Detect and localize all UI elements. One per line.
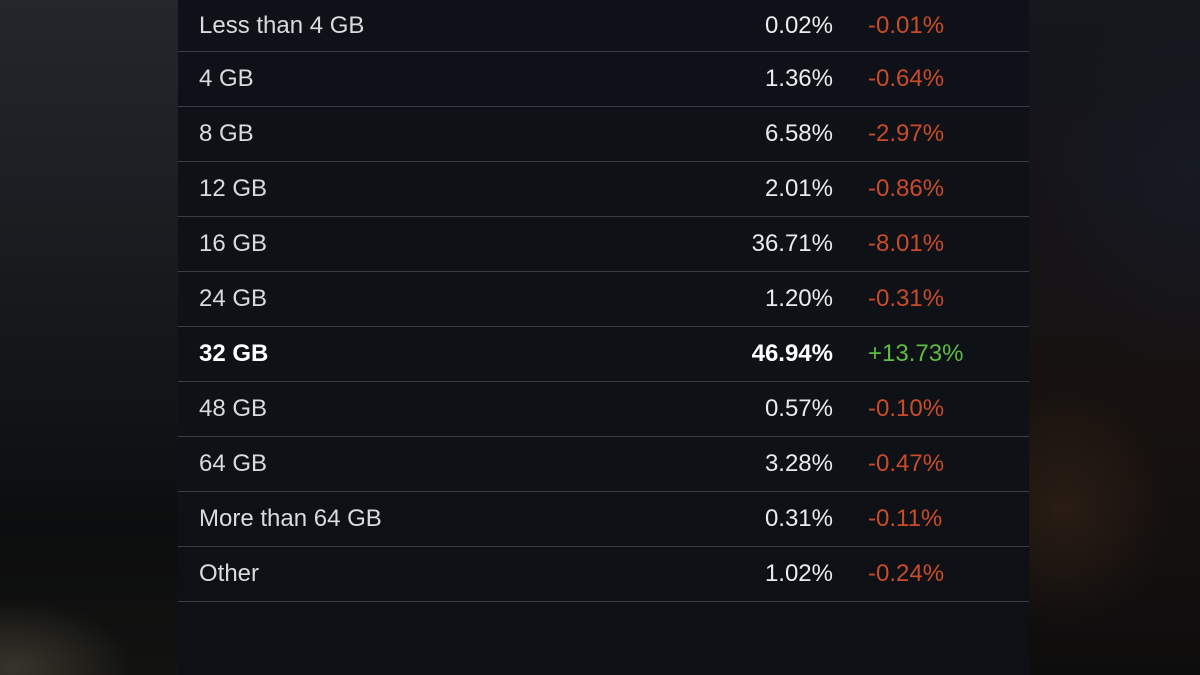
ram-row-share: 3.28% bbox=[764, 450, 833, 477]
ram-row-change: -0.11% bbox=[868, 505, 943, 532]
ram-row-share: 0.31% bbox=[764, 505, 833, 532]
table-row: 8 GB 6.58% -2.97% bbox=[178, 107, 1029, 162]
ram-row-change: +13.73% bbox=[868, 340, 964, 367]
table-row: 24 GB 1.20% -0.31% bbox=[178, 272, 1029, 327]
table-row: 16 GB 36.71% -8.01% bbox=[178, 217, 1029, 272]
ram-row-share: 1.20% bbox=[764, 285, 833, 312]
ram-row-label: 48 GB bbox=[199, 395, 268, 422]
ram-row-share: 6.58% bbox=[764, 120, 833, 147]
ram-survey-panel: Less than 4 GB 0.02% -0.01% 4 GB 1.36% -… bbox=[178, 0, 1029, 675]
ram-row-share: 0.02% bbox=[764, 11, 833, 39]
ram-row-label: More than 64 GB bbox=[199, 505, 382, 532]
ram-row-label: 4 GB bbox=[199, 65, 254, 92]
table-row: 12 GB 2.01% -0.86% bbox=[178, 162, 1029, 217]
table-row: Other 1.02% -0.24% bbox=[178, 547, 1029, 602]
ram-row-share: 0.57% bbox=[764, 395, 833, 422]
ram-row-change: -0.47% bbox=[868, 450, 945, 477]
ram-row-share: 1.02% bbox=[764, 560, 833, 587]
ram-row-share: 36.71% bbox=[751, 230, 833, 257]
ram-row-label: 12 GB bbox=[199, 175, 268, 202]
ram-row-share: 2.01% bbox=[764, 175, 833, 202]
backdrop-left bbox=[0, 0, 178, 675]
ram-row-share: 1.36% bbox=[764, 65, 833, 92]
ram-row-label: 64 GB bbox=[199, 450, 268, 477]
table-row: 48 GB 0.57% -0.10% bbox=[178, 382, 1029, 437]
ram-row-change: -0.10% bbox=[868, 395, 945, 422]
table-row: 32 GB 46.94% +13.73% bbox=[178, 327, 1029, 382]
ram-row-change: -0.64% bbox=[868, 65, 945, 92]
ram-row-share: 46.94% bbox=[751, 340, 833, 367]
ram-row-change: -0.31% bbox=[868, 285, 945, 312]
ram-row-label: Less than 4 GB bbox=[199, 11, 365, 39]
ram-row-label: 24 GB bbox=[199, 285, 268, 312]
backdrop-right bbox=[1029, 0, 1200, 675]
ram-row-change: -8.01% bbox=[868, 230, 945, 257]
ram-row-change: -0.24% bbox=[868, 560, 945, 587]
ram-row-change: -2.97% bbox=[868, 120, 945, 147]
table-row: Less than 4 GB 0.02% -0.01% bbox=[178, 0, 1029, 52]
ram-row-change: -0.86% bbox=[868, 175, 945, 202]
ram-row-label: 16 GB bbox=[199, 230, 268, 257]
ram-row-label: 32 GB bbox=[199, 340, 269, 367]
ram-row-change: -0.01% bbox=[868, 11, 945, 39]
ram-row-label: 8 GB bbox=[199, 120, 254, 147]
ram-row-label: Other bbox=[199, 560, 260, 587]
ram-table-rows: Less than 4 GB 0.02% -0.01% 4 GB 1.36% -… bbox=[178, 0, 1029, 602]
table-row: 64 GB 3.28% -0.47% bbox=[178, 437, 1029, 492]
table-row: 4 GB 1.36% -0.64% bbox=[178, 52, 1029, 107]
table-row: More than 64 GB 0.31% -0.11% bbox=[178, 492, 1029, 547]
